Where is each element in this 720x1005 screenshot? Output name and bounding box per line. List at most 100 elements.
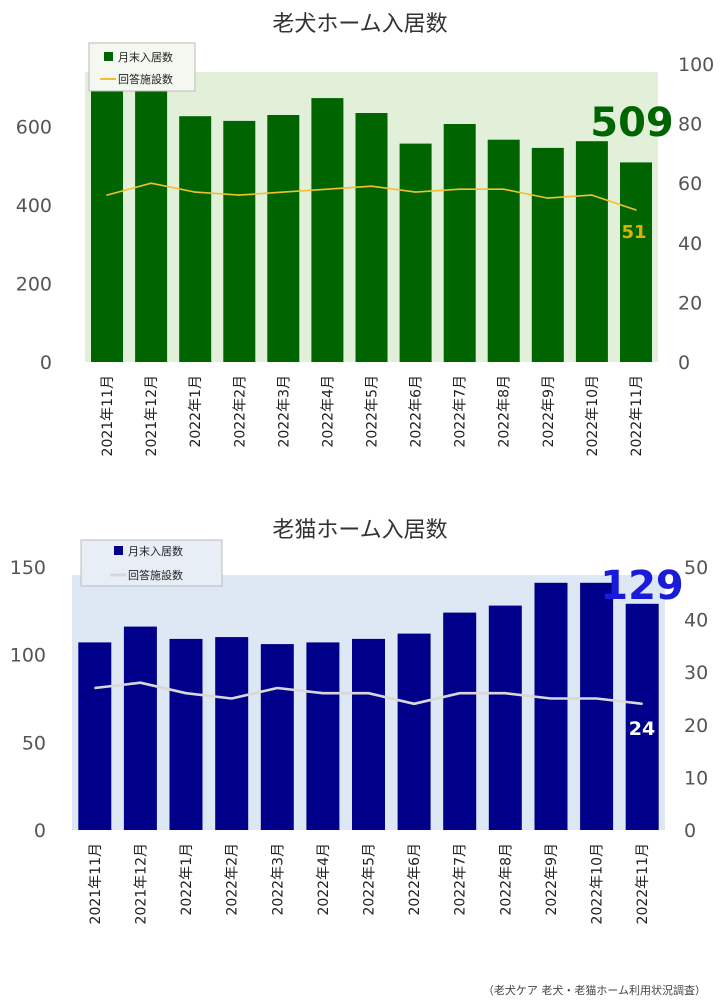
- cat-bar: [352, 638, 385, 830]
- dog-line-point: [502, 188, 505, 190]
- cat-x-tick-label: 2022年1月: [179, 843, 195, 916]
- dog-bar: [179, 116, 212, 362]
- cat-line-point: [550, 697, 552, 700]
- dog-last-bar-label: 509: [590, 100, 674, 146]
- dog-x-tick-label: 2021年12月: [144, 375, 160, 456]
- cat-x-tick-label: 2022年3月: [270, 843, 286, 916]
- dog-line-point: [150, 182, 152, 184]
- cat-legend-box: [80, 539, 223, 587]
- dog-y2-tick-label: 80: [678, 114, 702, 136]
- cat-x-tick-label: 2022年9月: [544, 843, 560, 916]
- dog-bars: [91, 69, 652, 363]
- dog-line-point: [106, 194, 108, 196]
- cat-line-point: [322, 692, 324, 694]
- dog-x-tick-label: 2022年10月: [585, 375, 601, 456]
- dog-line-point: [458, 188, 461, 190]
- cat-bar: [215, 637, 249, 830]
- dog-y2-tick-label: 40: [678, 233, 702, 255]
- cat-y-axis-left: 0 50 100 150: [10, 557, 46, 842]
- cat-line-point: [413, 703, 415, 705]
- cat-bar: [488, 605, 522, 830]
- dog-bar: [355, 113, 388, 362]
- dog-bar: [575, 141, 608, 362]
- cat-last-line-label: 24: [629, 718, 655, 740]
- dog-legend-box: [88, 42, 196, 92]
- dog-line-point: [194, 191, 196, 193]
- cat-x-tick-label: 2022年2月: [225, 843, 241, 916]
- cat-y-tick-label: 150: [10, 557, 46, 579]
- dog-last-line-label: 51: [621, 222, 646, 243]
- source-note: （老犬ケア 老犬・老猫ホーム利用状況調査）: [483, 983, 706, 997]
- dog-line-point: [326, 188, 329, 190]
- dog-y2-tick-label: 20: [678, 292, 702, 314]
- dog-bar: [267, 115, 300, 362]
- dog-line-point: [591, 194, 593, 196]
- cat-x-tick-label: 2021年12月: [133, 843, 149, 924]
- cat-y2-tick-label: 20: [684, 715, 708, 737]
- dog-y-axis-right: 0 20 40 60 80 100: [678, 54, 714, 374]
- cat-bar: [397, 633, 431, 830]
- cat-chart-title: 老猫ホーム入居数: [272, 518, 447, 543]
- dog-bar: [135, 69, 168, 363]
- cat-legend-bar-label: 月末入居数: [128, 544, 183, 558]
- cat-bar: [534, 582, 568, 830]
- dog-x-tick-label: 2021年11月: [100, 375, 116, 456]
- dog-line-point: [238, 194, 241, 196]
- dog-y-tick-label: 400: [16, 195, 52, 217]
- cat-bar: [580, 582, 614, 830]
- dog-bar: [443, 124, 476, 362]
- cat-y2-tick-label: 50: [684, 557, 708, 579]
- dog-y-axis-left: 0 200 400 600: [16, 117, 52, 374]
- cat-x-tick-label: 2022年5月: [362, 843, 378, 916]
- cat-bar: [306, 642, 340, 830]
- cat-line-point: [185, 692, 187, 694]
- cat-x-tick-label: 2022年7月: [453, 843, 469, 916]
- dog-line-point: [635, 209, 637, 211]
- cat-y-axis-right: 0 10 20 30 40 50: [684, 557, 708, 842]
- dog-line-point: [414, 191, 417, 193]
- cat-line-point: [641, 703, 643, 705]
- cat-bar: [625, 603, 659, 830]
- dog-y2-tick-label: 100: [678, 54, 714, 76]
- cat-line-point: [230, 697, 233, 700]
- dog-x-tick-label: 2022年6月: [409, 375, 425, 448]
- dog-x-tick-label: 2022年4月: [320, 375, 336, 448]
- cat-line-point: [367, 692, 370, 694]
- dog-y2-tick-label: 60: [678, 173, 702, 195]
- dog-bar: [311, 98, 344, 362]
- cat-line-point: [139, 681, 142, 684]
- cat-last-bar-label: 129: [600, 563, 684, 609]
- cat-x-tick-label: 2022年6月: [407, 843, 423, 916]
- cat-line: [94, 681, 643, 706]
- cat-y-tick-label: 50: [22, 732, 46, 754]
- dog-bar: [91, 75, 123, 363]
- cat-line-point: [595, 697, 598, 700]
- cat-line-point: [276, 687, 279, 689]
- cat-y2-tick-label: 10: [684, 767, 708, 789]
- cat-bar: [78, 642, 112, 830]
- dog-x-tick-label: 2022年3月: [276, 375, 292, 448]
- dog-line-point: [282, 191, 285, 193]
- dog-x-tick-label: 2022年2月: [232, 375, 248, 448]
- cat-y2-tick-label: 40: [684, 610, 708, 632]
- dog-bar: [487, 139, 520, 362]
- dog-x-tick-label: 2022年9月: [541, 375, 557, 448]
- cat-y2-tick-label: 30: [684, 662, 708, 684]
- dog-x-axis: 2021年11月 2021年12月 2022年1月 2022年2月 2022年3月 202…: [100, 375, 645, 456]
- cat-line-point: [94, 687, 96, 689]
- cat-x-tick-label: 2022年8月: [498, 843, 514, 916]
- dog-y-tick-label: 600: [16, 117, 52, 139]
- cat-y-tick-label: 0: [34, 820, 46, 842]
- cat-y-tick-label: 100: [10, 645, 46, 667]
- cat-x-tick-label: 2022年11月: [635, 843, 651, 924]
- cat-y2-tick-label: 0: [684, 820, 696, 842]
- dog-x-tick-label: 2022年1月: [188, 375, 204, 448]
- cat-bar: [123, 626, 157, 830]
- dog-legend-bar-swatch: [104, 52, 113, 61]
- cat-legend-bar-swatch: [114, 546, 123, 555]
- dog-y2-tick-label: 0: [678, 352, 690, 374]
- dog-x-tick-label: 2022年7月: [453, 375, 469, 448]
- dog-y-tick-label: 0: [40, 352, 52, 374]
- cat-legend-line-label: 回答施設数: [128, 568, 183, 582]
